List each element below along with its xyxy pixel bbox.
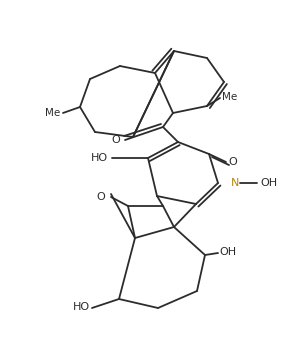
- Text: O: O: [228, 157, 237, 167]
- Text: OH: OH: [219, 247, 236, 257]
- Text: N: N: [231, 178, 239, 188]
- Text: HO: HO: [91, 153, 108, 163]
- Text: Me: Me: [222, 92, 237, 102]
- Text: HO: HO: [73, 302, 90, 312]
- Text: Me: Me: [45, 108, 60, 118]
- Text: O: O: [112, 135, 120, 145]
- Text: O: O: [97, 192, 105, 202]
- Text: OH: OH: [260, 178, 277, 188]
